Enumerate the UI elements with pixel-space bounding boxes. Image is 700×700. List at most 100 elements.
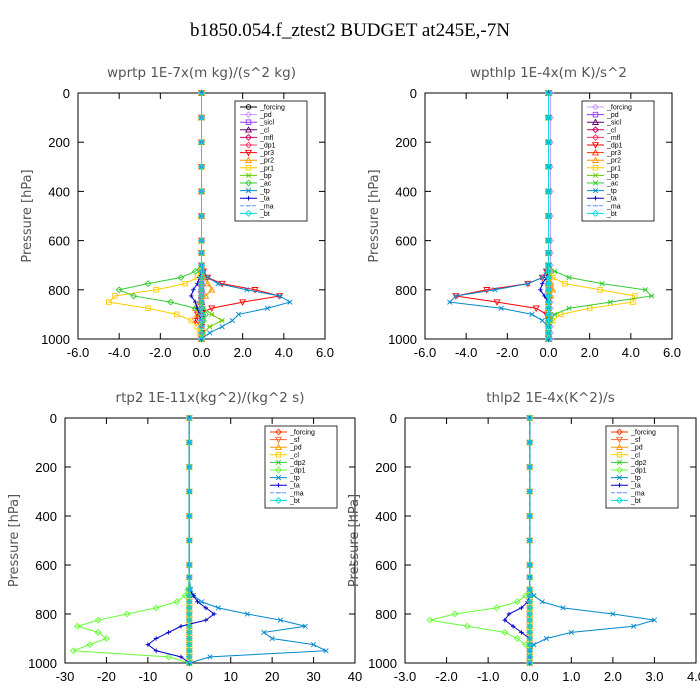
legend-label: _bt: [289, 498, 300, 505]
legend-marker: [245, 133, 252, 141]
y-axis-label: Pressure [hPa]: [367, 169, 382, 262]
legend-label: _cl: [289, 452, 299, 459]
data-point: [648, 293, 655, 299]
x-tick-label: 3.0: [645, 669, 663, 684]
data-point: [453, 293, 459, 299]
data-point: [208, 286, 216, 293]
y-tick-label: 0: [50, 411, 57, 426]
legend-label: _ma: [630, 490, 645, 497]
legend-label: _ma: [606, 203, 621, 210]
legend-marker: [592, 172, 599, 179]
data-point: [207, 324, 213, 330]
data-point: [115, 286, 123, 294]
x-tick-label: 2.0: [581, 345, 599, 360]
legend-marker: [591, 148, 600, 156]
data-point: [323, 648, 329, 654]
data-point: [261, 629, 267, 635]
legend-label: _dp1: [630, 468, 647, 475]
data-point: [190, 287, 196, 293]
data-point: [463, 622, 471, 630]
panel-2: wpthlp 1E-4x(m K)/s^2 -6.0 -4.0 -2.0 0.0 2.0 4…: [367, 65, 681, 360]
data-point: [426, 616, 434, 624]
panel-4: thlp2 1E-4x(K^2)/s -3.0 -2.0 -1.0 0.0 1.0 2.0 3…: [347, 390, 700, 684]
x-tick-label: 0: [186, 669, 193, 684]
legend-marker: [616, 428, 623, 436]
legend-marker: [591, 142, 600, 149]
data-point: [483, 287, 491, 294]
data-point: [532, 305, 540, 312]
data-point: [178, 654, 184, 660]
legend-label: _pr2: [606, 158, 621, 165]
legend-marker: [244, 126, 253, 133]
x-tick-label: -2.0: [435, 669, 457, 684]
x-tick-label: 4.0: [275, 345, 293, 360]
data-point: [545, 249, 552, 257]
legend-label: _pd: [259, 112, 272, 119]
series-line: [117, 93, 207, 339]
legend-marker: [592, 209, 599, 217]
series-pr1: [106, 90, 205, 342]
plot-frame: [64, 417, 356, 664]
legend-label: _pr1: [259, 165, 274, 172]
legend-label: _ta: [259, 196, 270, 203]
y-axis-label: Pressure [hPa]: [7, 494, 22, 587]
data-point: [251, 287, 259, 294]
x-tick-label: 1.0: [562, 669, 580, 684]
data-point: [198, 138, 205, 146]
data-point: [145, 642, 151, 647]
data-point: [526, 512, 534, 520]
y-tick-label: 600: [35, 558, 57, 573]
data-point: [195, 599, 200, 605]
legend-label: _tp: [630, 475, 641, 482]
data-point: [560, 605, 566, 611]
data-point: [193, 299, 198, 305]
data-point: [188, 293, 194, 299]
x-tick-label: -2.0: [149, 345, 171, 360]
legend-marker: [245, 172, 252, 179]
legend-marker: [244, 156, 253, 163]
data-point: [526, 488, 534, 495]
series-ta: [145, 415, 217, 666]
legend: _forcing_sf_pd_cl_dp2_dp1_tp_ta_ma_bt: [605, 425, 679, 509]
data-point: [239, 299, 247, 306]
y-tick-label: 0: [390, 411, 397, 426]
data-point: [545, 237, 552, 245]
data-point: [185, 537, 193, 544]
x-tick-label: -3.0: [394, 669, 416, 684]
data-point: [552, 268, 558, 274]
legend-label: _mfl: [259, 135, 274, 142]
legend-label: _pr1: [606, 165, 621, 172]
data-point: [203, 617, 209, 623]
legend-label: _ta: [289, 483, 300, 490]
series-line: [73, 418, 190, 664]
series-ac: [115, 89, 210, 343]
data-point: [174, 311, 180, 318]
data-point: [526, 439, 534, 446]
data-point: [69, 647, 77, 655]
data-point: [545, 163, 552, 171]
data-point: [173, 598, 181, 606]
data-point: [526, 659, 534, 667]
legend-label: _pd: [289, 445, 302, 452]
data-point: [185, 561, 193, 569]
data-point: [631, 623, 637, 629]
data-point: [543, 635, 549, 642]
legend-marker: [592, 133, 599, 141]
data-point: [185, 659, 193, 667]
data-point: [185, 512, 193, 520]
legend-marker: [275, 474, 282, 481]
legend-marker: [244, 149, 253, 157]
x-tick-label: 30: [306, 669, 320, 684]
legend-marker: [592, 180, 599, 186]
legend-marker: [616, 496, 623, 504]
legend-label: _tp: [259, 188, 270, 195]
panel-1: wprtp 1E-7x(m kg)/(s^2 kg) -6.0 -4.0 -2.0 0.…: [20, 65, 334, 360]
legend-marker: [246, 195, 251, 201]
legend-label: _cl: [606, 127, 616, 134]
data-point: [531, 593, 537, 599]
data-point: [545, 138, 552, 146]
y-axis-label: Pressure [hPa]: [20, 169, 35, 262]
y-tick-label: 200: [48, 135, 70, 150]
data-point: [540, 281, 545, 286]
data-point: [539, 274, 545, 281]
